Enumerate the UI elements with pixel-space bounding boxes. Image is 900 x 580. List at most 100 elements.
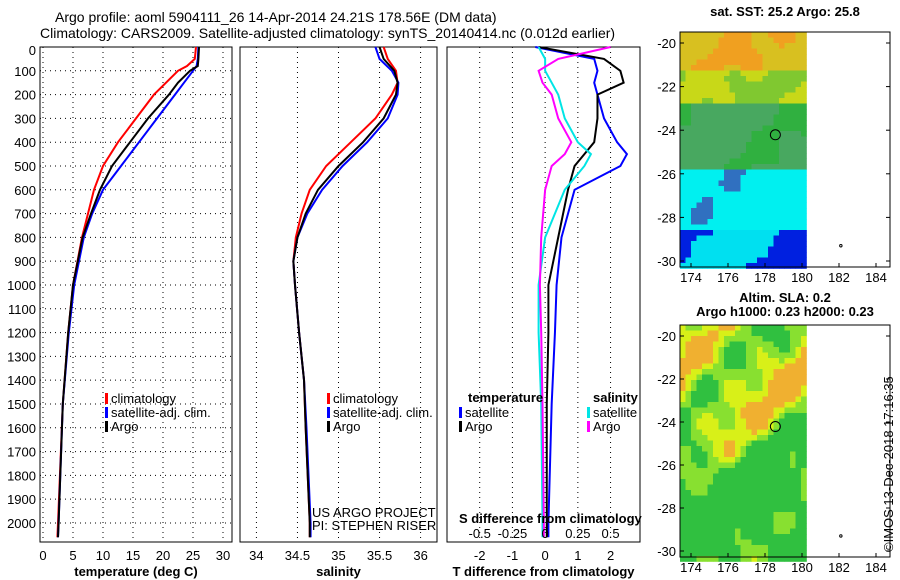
- map-cell: [740, 252, 747, 258]
- map-cell: [685, 208, 692, 214]
- map-cell: [768, 407, 774, 414]
- map-cell: [795, 109, 802, 115]
- map-cell: [762, 208, 769, 214]
- map-cell: [773, 98, 780, 104]
- map-cell: [801, 98, 807, 104]
- map-cell: [713, 528, 719, 535]
- map-cell: [779, 495, 785, 502]
- map-cell: [773, 325, 780, 331]
- map-cell: [762, 385, 769, 392]
- map-cell: [707, 213, 714, 220]
- map-cell: [751, 186, 758, 192]
- map-cell: [784, 506, 791, 513]
- map-cell: [740, 501, 747, 507]
- map-cell: [751, 175, 758, 181]
- map-cell: [735, 435, 741, 441]
- map-cell: [691, 418, 697, 425]
- map-cell: [746, 164, 752, 170]
- map-cell: [751, 501, 758, 507]
- map-cell: [790, 369, 796, 375]
- map-cell: [729, 103, 736, 110]
- series-line-satellite-adj-clim-: [57, 46, 200, 538]
- map-cell: [702, 147, 708, 154]
- map-cell: [762, 484, 769, 491]
- map-cell: [757, 352, 763, 359]
- map-cell: [751, 263, 758, 269]
- map-cell: [702, 418, 708, 425]
- map-cell: [762, 43, 769, 49]
- map-cell: [746, 235, 752, 242]
- map-cell: [757, 528, 763, 535]
- map-cell: [691, 484, 697, 491]
- map-cell: [713, 363, 719, 370]
- map-cell: [740, 246, 747, 253]
- map-cell: [680, 506, 686, 513]
- map-cell: [801, 213, 807, 220]
- map-cell: [740, 54, 747, 60]
- legend-swatch: [327, 407, 330, 418]
- map-cell: [746, 517, 752, 524]
- map-cell: [724, 48, 730, 55]
- map-cell: [768, 490, 774, 496]
- map-cell: [735, 407, 741, 414]
- map-x-tick-label: 180: [791, 560, 813, 575]
- map-cell: [707, 76, 714, 82]
- map-cell: [773, 440, 780, 447]
- map-cell: [724, 142, 730, 148]
- map-cell: [768, 495, 774, 502]
- map-cell: [795, 219, 802, 225]
- map-cell: [680, 512, 686, 518]
- map-cell: [680, 374, 686, 381]
- map-cell: [790, 523, 796, 529]
- map-cell: [707, 169, 714, 176]
- map-cell: [746, 385, 752, 392]
- map-cell: [784, 523, 791, 529]
- map-cell: [801, 109, 807, 115]
- map-cell: [685, 186, 692, 192]
- map-cell: [724, 424, 730, 430]
- map-cell: [702, 252, 708, 258]
- y-tick-label: 1800: [7, 468, 36, 483]
- map-cell: [735, 363, 741, 370]
- map-cell: [779, 369, 785, 375]
- map-cell: [790, 224, 796, 231]
- map-cell: [762, 446, 769, 452]
- map-cell: [779, 120, 785, 126]
- map-cell: [795, 125, 802, 132]
- map-cell: [773, 396, 780, 403]
- map-cell: [718, 517, 725, 524]
- map-cell: [746, 413, 752, 419]
- map-cell: [691, 98, 697, 104]
- map-cell: [702, 136, 708, 143]
- map-cell: [724, 402, 730, 408]
- map-cell: [724, 241, 730, 247]
- map-cell: [784, 369, 791, 375]
- map-cell: [757, 186, 763, 192]
- map-cell: [801, 479, 807, 485]
- map-cell: [685, 556, 692, 562]
- map-cell: [751, 59, 758, 66]
- map-cell: [691, 446, 697, 452]
- map-cell: [801, 147, 807, 154]
- map-cell: [707, 197, 714, 203]
- map-cell: [713, 92, 719, 99]
- x-tick-label: -1: [507, 548, 519, 563]
- map-cell: [707, 59, 714, 66]
- map-cell: [696, 186, 703, 192]
- map-cell: [795, 528, 802, 535]
- map-cell: [773, 528, 780, 535]
- map-cell: [691, 81, 697, 88]
- map-cell: [757, 446, 763, 452]
- map-cell: [691, 556, 697, 562]
- map-cell: [773, 358, 780, 364]
- map-cell: [784, 380, 791, 386]
- map-cell: [768, 352, 774, 359]
- map-cell: [795, 48, 802, 55]
- map-cell: [702, 180, 708, 187]
- map-title: sat. SST: 25.2 Argo: 25.8: [710, 4, 860, 19]
- map-cell: [801, 380, 807, 386]
- map-cell: [713, 263, 719, 269]
- map-cell: [795, 65, 802, 71]
- map-cell: [707, 369, 714, 375]
- map-cell: [718, 440, 725, 447]
